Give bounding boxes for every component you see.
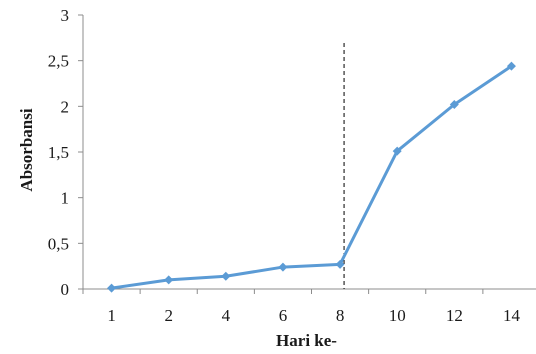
y-tick-label: 0,5 [48,234,69,253]
data-point-marker [449,100,459,110]
x-tick-label: 14 [503,306,521,325]
y-axis-title: Absorbansi [17,108,36,191]
x-tick-label: 2 [164,306,173,325]
x-tick-label: 10 [389,306,406,325]
y-tick-label: 1 [61,189,70,208]
series-line [111,64,513,290]
x-tick-label: 4 [222,306,231,325]
x-tick-label: 6 [279,306,288,325]
data-point-marker [506,61,516,71]
data-point-marker [107,283,117,293]
y-tick-label: 0 [61,280,70,299]
y-tick-label: 1,5 [48,143,69,162]
x-tick-label: 12 [446,306,463,325]
data-point-marker [221,271,231,281]
y-tick-label: 2,5 [48,52,69,71]
x-axis-title: Hari ke- [276,331,337,350]
y-tick-label: 2 [61,97,70,116]
x-tick-label: 1 [107,306,116,325]
y-tick-label: 3 [61,6,70,25]
data-point-marker [164,275,174,285]
x-tick-label: 8 [336,306,345,325]
series-layer [107,61,516,293]
data-point-marker [392,146,402,156]
data-point-marker [278,262,288,272]
x-axis: 1 2 4 6 8 10 12 14 [82,288,536,325]
data-point-marker [335,259,345,269]
y-axis: 0 0,5 1 1,5 2 2,5 3 [48,6,84,299]
